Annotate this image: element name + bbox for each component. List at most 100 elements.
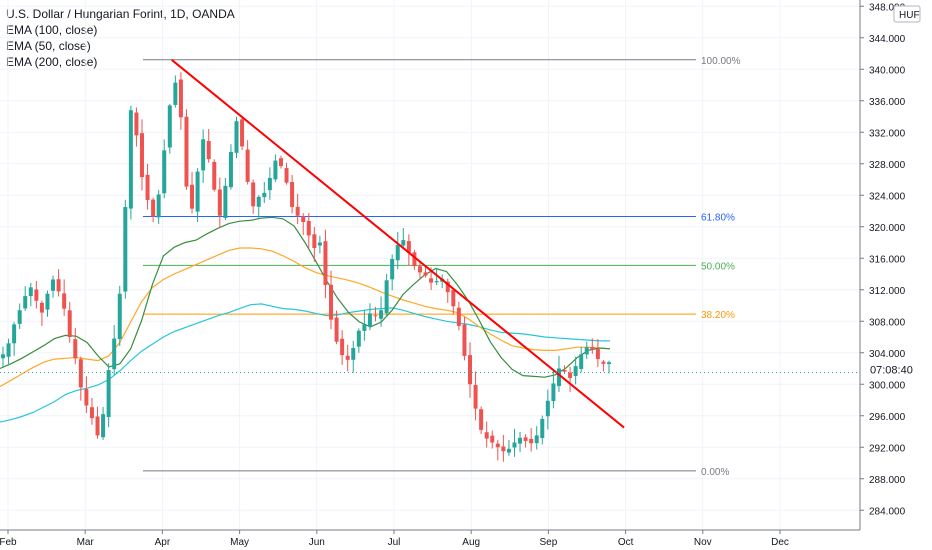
candle-body bbox=[45, 293, 50, 310]
price-tick-label: 292.000 bbox=[869, 443, 906, 454]
candle-body bbox=[134, 112, 139, 136]
candle-body bbox=[479, 409, 484, 430]
candle-body bbox=[123, 207, 128, 292]
candle-body bbox=[495, 443, 500, 448]
candle-body bbox=[379, 310, 384, 319]
fib-label: 0.00% bbox=[701, 467, 729, 478]
candle-body bbox=[501, 446, 506, 452]
candle-body bbox=[206, 141, 211, 160]
price-tick-label: 284.000 bbox=[869, 506, 906, 517]
candle-body bbox=[390, 259, 395, 280]
price-tick-label: 296.000 bbox=[869, 412, 906, 423]
candle-body bbox=[1, 354, 5, 359]
candle-body bbox=[562, 370, 567, 372]
trendline bbox=[171, 59, 625, 429]
candle-body bbox=[51, 279, 56, 291]
candle-body bbox=[417, 266, 422, 273]
candle-body bbox=[551, 383, 556, 402]
legend-ema200[interactable]: EMA (200, close) bbox=[6, 55, 98, 69]
candle-body bbox=[462, 324, 467, 356]
candle-body bbox=[529, 438, 534, 444]
candle-body bbox=[456, 307, 461, 326]
candle-body bbox=[73, 339, 78, 359]
legend-ema100[interactable]: EMA (100, close) bbox=[6, 23, 98, 37]
legend-title: U.S. Dollar / Hungarian Forint, 1D, OAND… bbox=[6, 7, 235, 21]
candle-body bbox=[101, 414, 106, 438]
candle-body bbox=[395, 244, 400, 261]
fib-label: 61.80% bbox=[701, 213, 735, 224]
candle-body bbox=[256, 196, 261, 207]
candle-body bbox=[190, 184, 195, 209]
fib-label: 38.20% bbox=[701, 310, 735, 321]
time-tick-label: Aug bbox=[462, 537, 480, 548]
chart-legend: U.S. Dollar / Hungarian Forint, 1D, OAND… bbox=[6, 6, 235, 70]
candle-body bbox=[201, 139, 206, 171]
candle-body bbox=[178, 79, 183, 118]
candle-body bbox=[89, 407, 94, 419]
time-axis-bg bbox=[0, 530, 860, 550]
candles bbox=[1, 72, 611, 462]
currency-badge bbox=[893, 5, 921, 23]
countdown-label: 07:08:40 bbox=[870, 364, 913, 376]
time-tick-label: Mar bbox=[77, 537, 95, 548]
candle-body bbox=[240, 119, 245, 147]
candle-body bbox=[506, 448, 511, 453]
candle-body bbox=[329, 284, 334, 320]
candle-body bbox=[17, 310, 22, 324]
candle-body bbox=[584, 347, 589, 355]
legend-ema50[interactable]: EMA (50, close) bbox=[6, 39, 91, 53]
price-tick-label: 312.000 bbox=[869, 286, 906, 297]
candle-body bbox=[295, 206, 300, 216]
time-tick-label: Sep bbox=[540, 537, 558, 548]
price-tick-label: 348.000 bbox=[869, 2, 906, 13]
candle-body bbox=[62, 293, 67, 309]
ema50-line bbox=[0, 216, 611, 378]
candle-body bbox=[84, 389, 89, 406]
candle-body bbox=[117, 293, 122, 339]
candle-body bbox=[23, 296, 28, 309]
candle-body bbox=[162, 150, 167, 194]
candle-body bbox=[540, 418, 545, 439]
candle-body bbox=[468, 355, 473, 385]
price-tick-label: 300.000 bbox=[869, 380, 906, 391]
candle-body bbox=[301, 216, 306, 223]
candle-body bbox=[334, 317, 339, 342]
time-label-box bbox=[861, 362, 932, 377]
candle-body bbox=[67, 310, 72, 337]
candle-body bbox=[345, 355, 350, 360]
price-tick-label: 324.000 bbox=[869, 191, 906, 202]
candle-body bbox=[245, 149, 250, 182]
candle-body bbox=[223, 185, 228, 218]
candle-body bbox=[151, 199, 156, 217]
candle-body bbox=[217, 189, 222, 216]
candle-body bbox=[451, 289, 456, 307]
candle-body bbox=[78, 359, 83, 388]
candle-body bbox=[106, 370, 111, 418]
candle-body bbox=[401, 240, 406, 246]
candle-body bbox=[12, 324, 17, 344]
price-axis: 284.000 288.000 292.000 296.000 300.000 304.0… bbox=[859, 0, 932, 550]
candle-body bbox=[484, 432, 489, 439]
time-tick-label: Jul bbox=[388, 537, 401, 548]
grid bbox=[0, 0, 860, 530]
candle-body bbox=[317, 242, 322, 246]
candle-body bbox=[362, 324, 367, 331]
currency-label: HUF bbox=[899, 10, 920, 21]
candle-body bbox=[234, 121, 239, 153]
candle-body bbox=[473, 384, 478, 409]
candle-body bbox=[6, 343, 11, 357]
candle-body bbox=[556, 368, 561, 387]
price-tick-label: 344.000 bbox=[869, 34, 906, 45]
price-tick-label: 316.000 bbox=[869, 254, 906, 265]
price-tick-label: 308.000 bbox=[869, 317, 906, 328]
candle-body bbox=[156, 194, 161, 218]
candle-body bbox=[412, 252, 417, 267]
candle-body bbox=[28, 287, 33, 297]
time-tick-label: Feb bbox=[0, 537, 17, 548]
fib-label: 50.00% bbox=[701, 261, 735, 272]
candle-body bbox=[523, 437, 528, 441]
candle-body bbox=[384, 280, 389, 314]
time-tick-label: Jun bbox=[309, 537, 325, 548]
time-tick-label: Apr bbox=[155, 537, 171, 548]
